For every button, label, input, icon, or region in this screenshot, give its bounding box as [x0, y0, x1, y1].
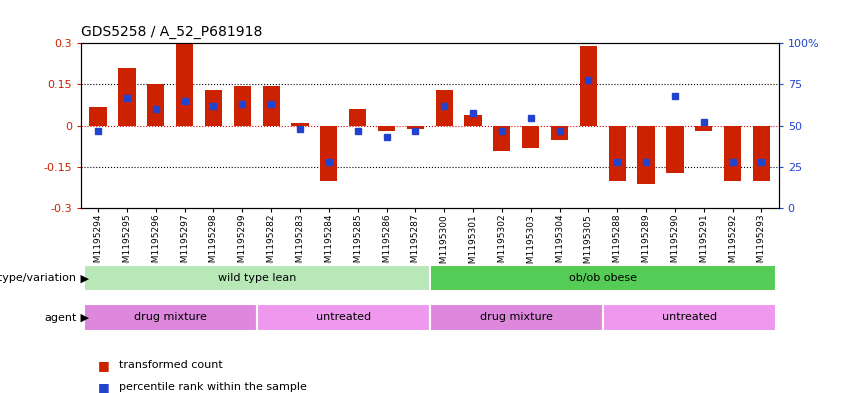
Bar: [320, 126, 338, 181]
Bar: [580, 46, 597, 126]
Text: ■: ■: [98, 380, 110, 393]
Bar: [262, 86, 280, 126]
Bar: [666, 126, 683, 173]
Bar: [724, 126, 741, 181]
Text: genotype/variation: genotype/variation: [0, 273, 77, 283]
Bar: [436, 90, 453, 126]
Bar: [603, 304, 776, 331]
Bar: [637, 126, 654, 184]
Bar: [494, 126, 511, 151]
Text: percentile rank within the sample: percentile rank within the sample: [119, 382, 307, 392]
Bar: [522, 126, 540, 148]
Bar: [234, 86, 251, 126]
Bar: [465, 115, 482, 126]
Text: drug mixture: drug mixture: [134, 312, 207, 322]
Bar: [176, 43, 193, 126]
Bar: [430, 304, 603, 331]
Bar: [349, 109, 366, 126]
Bar: [257, 304, 430, 331]
Text: untreated: untreated: [662, 312, 717, 322]
Bar: [147, 84, 164, 126]
Text: ▶: ▶: [77, 273, 89, 283]
Bar: [608, 126, 625, 181]
Bar: [378, 126, 395, 131]
Bar: [205, 90, 222, 126]
Text: GDS5258 / A_52_P681918: GDS5258 / A_52_P681918: [81, 26, 262, 39]
Bar: [430, 265, 776, 291]
Bar: [83, 265, 430, 291]
Bar: [291, 123, 309, 126]
Text: wild type lean: wild type lean: [218, 273, 296, 283]
Bar: [407, 126, 424, 129]
Text: ▶: ▶: [77, 312, 89, 323]
Text: agent: agent: [44, 312, 77, 323]
Bar: [89, 107, 106, 126]
Bar: [753, 126, 770, 181]
Bar: [83, 304, 257, 331]
Bar: [551, 126, 568, 140]
Bar: [118, 68, 135, 126]
Text: drug mixture: drug mixture: [480, 312, 552, 322]
Text: ■: ■: [98, 359, 110, 372]
Text: ob/ob obese: ob/ob obese: [568, 273, 637, 283]
Text: transformed count: transformed count: [119, 360, 223, 371]
Text: untreated: untreated: [316, 312, 371, 322]
Bar: [695, 126, 712, 131]
